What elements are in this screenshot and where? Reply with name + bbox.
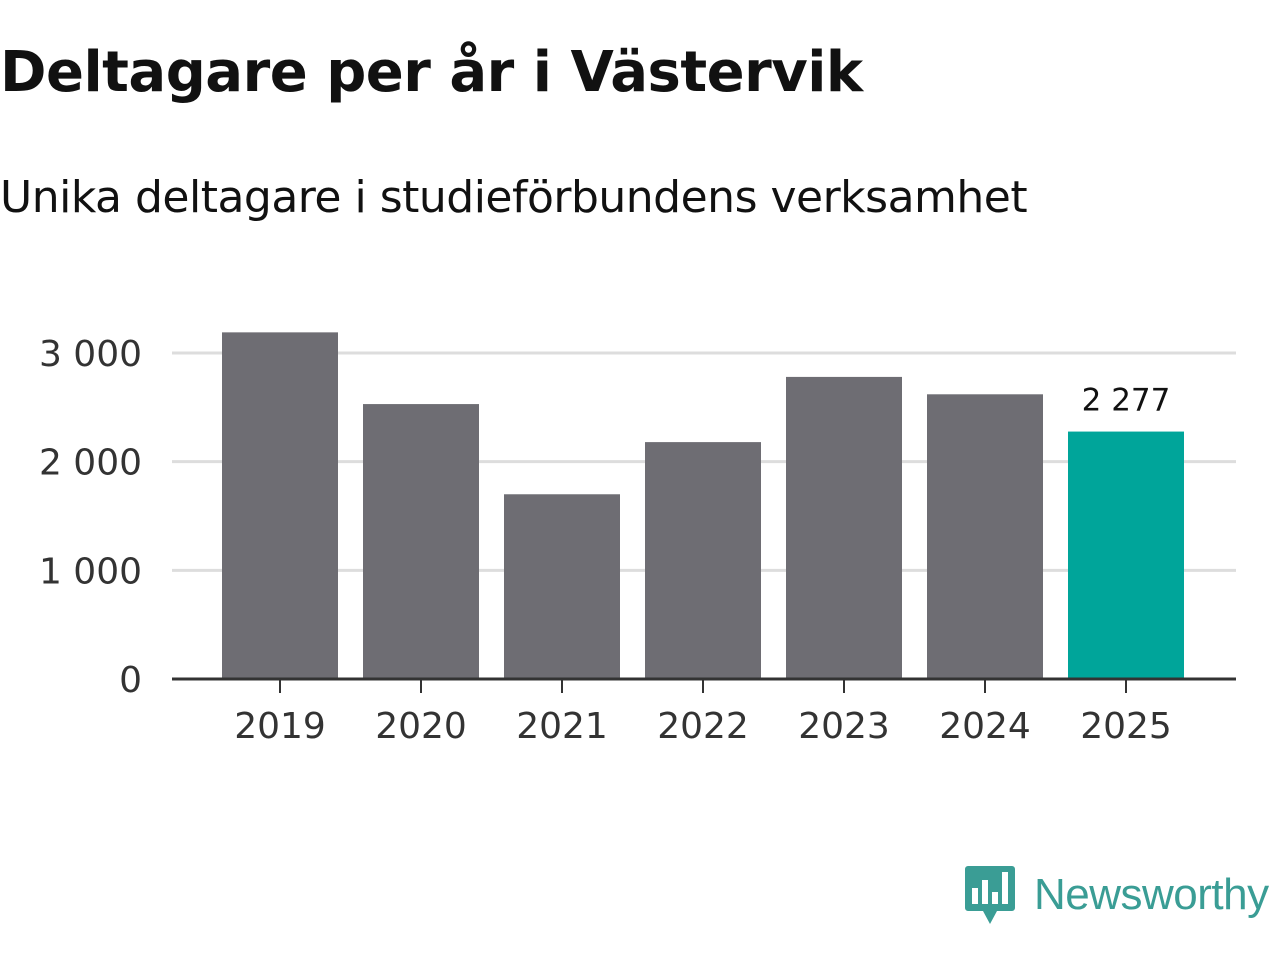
chart-subtitle: Unika deltagare i studieförbundens verks… bbox=[0, 172, 1028, 223]
x-tick-label: 2022 bbox=[657, 706, 749, 747]
brand-name: Newsworthy bbox=[1034, 870, 1269, 919]
bar-2019 bbox=[222, 332, 338, 679]
bar-2024 bbox=[927, 394, 1043, 679]
x-axis-ticks: 2019 2020 2021 2022 2023 2024 2025 bbox=[234, 679, 1172, 747]
data-labels: 2 277 bbox=[1082, 383, 1171, 419]
bar-chart: 0 1 000 2 000 3 000 2019 2020 2021 2022 2023 202… bbox=[39, 332, 1236, 747]
x-tick-label: 2021 bbox=[516, 706, 608, 747]
bar-2022 bbox=[645, 442, 761, 679]
chart-title: Deltagare per år i Västervik bbox=[0, 40, 863, 105]
x-tick-label: 2023 bbox=[798, 706, 890, 747]
x-tick-label: 2020 bbox=[375, 706, 467, 747]
y-tick-label: 2 000 bbox=[39, 443, 142, 484]
bar-2020 bbox=[363, 404, 479, 679]
x-tick-label: 2024 bbox=[939, 706, 1031, 747]
x-tick-label: 2025 bbox=[1080, 706, 1172, 747]
bars bbox=[222, 332, 1184, 679]
data-label: 2 277 bbox=[1082, 383, 1171, 419]
newsworthy-brand: Newsworthy bbox=[964, 864, 1269, 926]
y-tick-label: 3 000 bbox=[39, 334, 142, 375]
bar-2023 bbox=[786, 376, 902, 679]
bar-2025 bbox=[1068, 431, 1184, 679]
y-tick-label: 1 000 bbox=[39, 551, 142, 592]
x-tick-label: 2019 bbox=[234, 706, 326, 747]
y-axis-ticks: 0 1 000 2 000 3 000 bbox=[39, 334, 142, 701]
bar-2021 bbox=[504, 494, 620, 679]
y-tick-label: 0 bbox=[119, 660, 142, 701]
newsworthy-logo-icon bbox=[965, 866, 1015, 924]
